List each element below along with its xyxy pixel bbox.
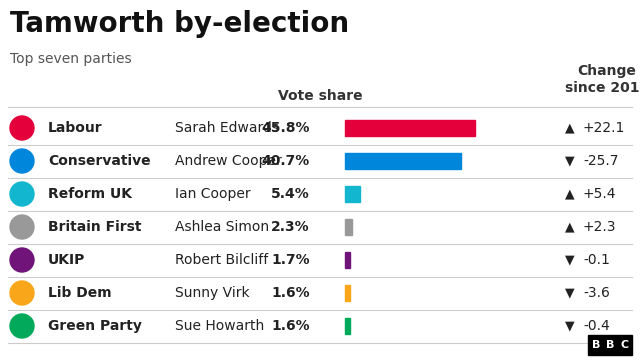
Text: 40.7%: 40.7%	[262, 154, 310, 168]
Text: +5.4: +5.4	[583, 187, 616, 201]
Circle shape	[10, 314, 34, 338]
Text: 45.8%: 45.8%	[262, 121, 310, 135]
Text: UKIP: UKIP	[48, 253, 85, 267]
Text: Sarah Edwards: Sarah Edwards	[175, 121, 279, 135]
Text: Conservative: Conservative	[48, 154, 150, 168]
Circle shape	[10, 248, 34, 272]
Text: Sunny Virk: Sunny Virk	[175, 286, 250, 300]
Text: Lib Dem: Lib Dem	[48, 286, 111, 300]
Text: 1.7%: 1.7%	[271, 253, 310, 267]
Text: Green Party: Green Party	[48, 319, 142, 333]
Text: Tamworth by-election: Tamworth by-election	[10, 10, 349, 38]
Text: Top seven parties: Top seven parties	[10, 52, 132, 66]
Text: Robert Bilcliff: Robert Bilcliff	[175, 253, 268, 267]
Text: +2.3: +2.3	[583, 220, 616, 234]
Text: B: B	[606, 340, 614, 350]
Text: -0.1: -0.1	[583, 253, 610, 267]
Text: B: B	[592, 340, 601, 350]
Text: 1.6%: 1.6%	[271, 319, 310, 333]
FancyBboxPatch shape	[345, 120, 475, 136]
FancyBboxPatch shape	[345, 285, 349, 301]
Text: -0.4: -0.4	[583, 319, 610, 333]
FancyBboxPatch shape	[604, 338, 617, 352]
Text: Britain First: Britain First	[48, 220, 141, 234]
Text: Ian Cooper: Ian Cooper	[175, 187, 251, 201]
Text: Change
since 2019: Change since 2019	[565, 64, 640, 95]
Text: ▲: ▲	[565, 220, 575, 233]
Text: Ashlea Simon: Ashlea Simon	[175, 220, 269, 234]
Text: 5.4%: 5.4%	[271, 187, 310, 201]
Text: ▼: ▼	[565, 319, 575, 333]
FancyBboxPatch shape	[345, 153, 461, 169]
FancyBboxPatch shape	[345, 219, 351, 235]
Text: Andrew Cooper: Andrew Cooper	[175, 154, 282, 168]
FancyBboxPatch shape	[618, 338, 631, 352]
Text: ▼: ▼	[565, 155, 575, 167]
Text: ▼: ▼	[565, 286, 575, 299]
Text: ▲: ▲	[565, 122, 575, 135]
Text: Reform UK: Reform UK	[48, 187, 132, 201]
Text: Sue Howarth: Sue Howarth	[175, 319, 264, 333]
FancyBboxPatch shape	[590, 338, 603, 352]
Circle shape	[10, 281, 34, 305]
FancyBboxPatch shape	[588, 335, 632, 355]
Circle shape	[10, 149, 34, 173]
Circle shape	[10, 116, 34, 140]
Text: -25.7: -25.7	[583, 154, 618, 168]
FancyBboxPatch shape	[345, 318, 349, 334]
Text: -3.6: -3.6	[583, 286, 610, 300]
Text: ▲: ▲	[565, 188, 575, 200]
Text: 1.6%: 1.6%	[271, 286, 310, 300]
Text: +22.1: +22.1	[583, 121, 625, 135]
Text: Vote share: Vote share	[278, 89, 362, 103]
Circle shape	[10, 215, 34, 239]
FancyBboxPatch shape	[345, 252, 350, 268]
Text: C: C	[620, 340, 628, 350]
Text: ▼: ▼	[565, 253, 575, 266]
FancyBboxPatch shape	[345, 186, 360, 202]
Text: 2.3%: 2.3%	[271, 220, 310, 234]
Circle shape	[10, 182, 34, 206]
Text: Labour: Labour	[48, 121, 102, 135]
